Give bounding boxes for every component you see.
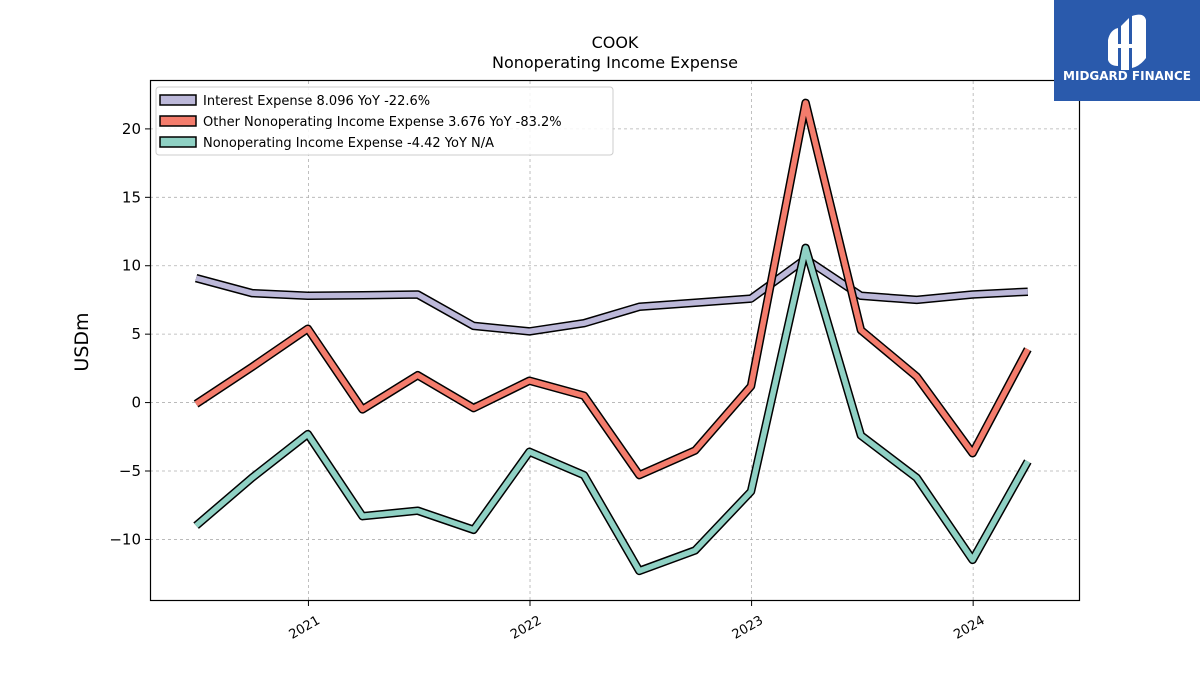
y-tick-label: 5 (131, 325, 141, 343)
legend-swatch-2 (159, 136, 197, 148)
legend-box (155, 86, 614, 156)
legend-label-0: Interest Expense 8.096 YoY -22.6% (203, 94, 430, 109)
logo-mark-icon (1108, 14, 1146, 70)
x-axis-ticks: 2021 2022 2023 2024 (287, 601, 987, 643)
x-tick-label: 2021 (287, 613, 323, 643)
y-tick-label: 10 (122, 257, 141, 275)
y-tick-label: 0 (131, 394, 141, 412)
grid-lines (150, 81, 1080, 601)
y-tick-label: −5 (119, 462, 141, 480)
y-axis-ticks: −10 −5 0 5 10 15 20 (109, 120, 150, 548)
legend-label-2: Nonoperating Income Expense -4.42 YoY N/… (203, 136, 494, 151)
legend-swatch-1 (159, 115, 197, 127)
y-tick-label: −10 (109, 530, 141, 548)
x-tick-label: 2022 (508, 613, 544, 643)
y-axis-label: USDm (71, 312, 93, 371)
plot-frame (149, 79, 1081, 602)
series-line-1 (194, 100, 1031, 478)
y-tick-label: 15 (122, 188, 141, 206)
series-lines (193, 98, 1032, 576)
x-tick-label: 2024 (951, 613, 987, 643)
x-tick-label: 2023 (730, 613, 766, 643)
logo-text: MIDGARD FINANCE (1063, 69, 1191, 83)
series-outline-1 (193, 98, 1032, 480)
y-tick-label: 20 (122, 120, 141, 138)
chart-subtitle: Nonoperating Income Expense (492, 53, 738, 72)
legend-label-1: Other Nonoperating Income Expense 3.676 … (203, 115, 562, 130)
chart-title: COOK (592, 33, 639, 52)
legend: Interest Expense 8.096 YoY -22.6% Other N… (155, 86, 614, 156)
midgard-finance-logo: MIDGARD FINANCE (1054, 0, 1200, 101)
series-line-2 (194, 245, 1031, 574)
series-line-0 (195, 256, 1028, 335)
legend-swatch-0 (159, 94, 197, 106)
